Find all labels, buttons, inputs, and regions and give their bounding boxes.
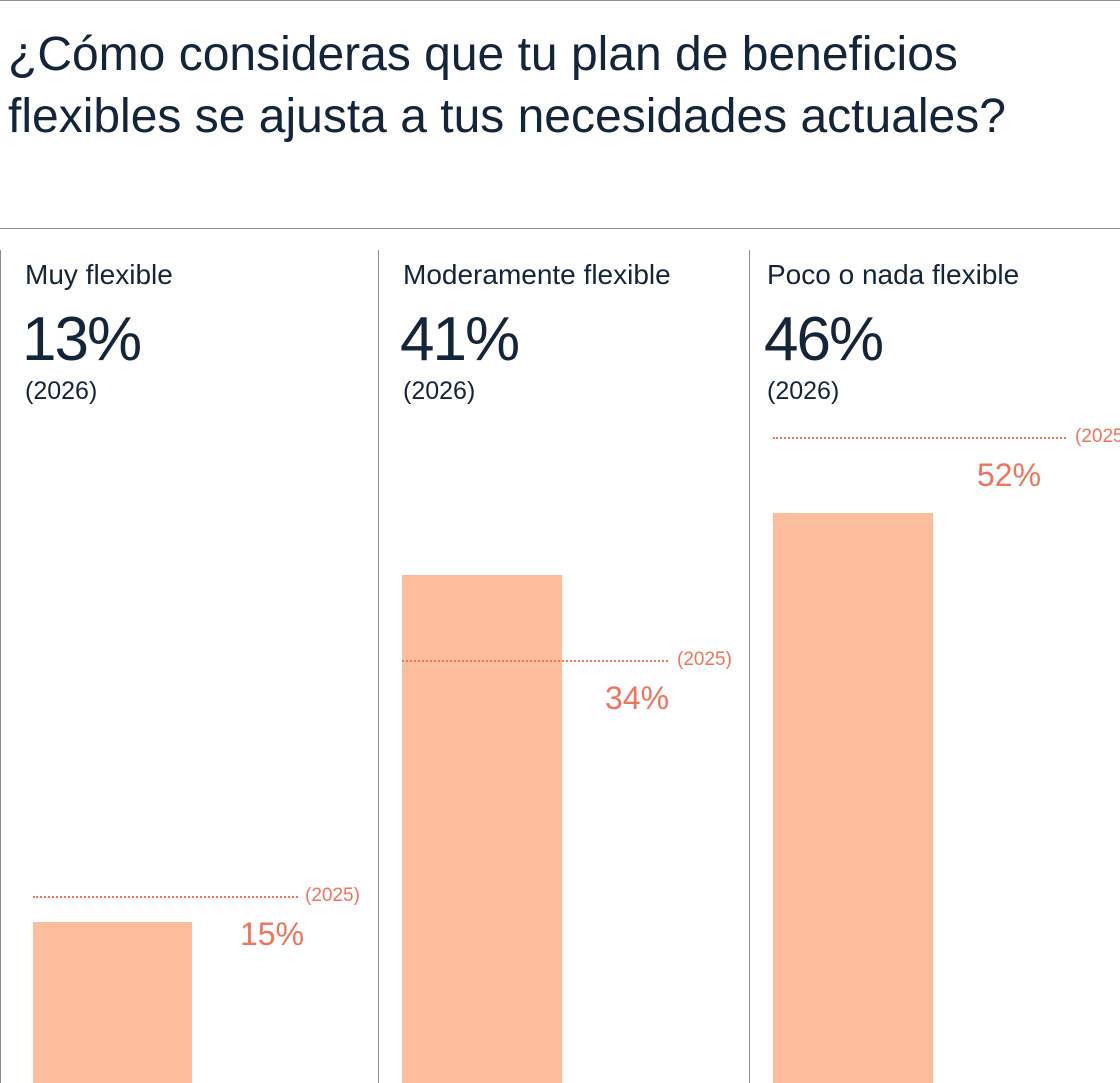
value-label-2026: 41% <box>400 305 520 374</box>
year-label-2026: (2026) <box>767 377 840 405</box>
top-rule <box>0 0 1120 1</box>
reference-year-label: (2025) <box>305 885 360 906</box>
year-label-2026: (2026) <box>403 377 476 405</box>
column-divider <box>749 250 750 1083</box>
value-label-2026: 13% <box>22 305 142 374</box>
column-divider <box>0 250 1 1083</box>
bar-2026 <box>33 921 192 1083</box>
value-label-2026: 46% <box>764 305 884 374</box>
reference-year-label: (2025) <box>677 649 732 671</box>
reference-value-label: 52% <box>977 457 1042 494</box>
reference-line-2025 <box>773 437 1066 440</box>
bar-2026 <box>402 574 562 1083</box>
bar-2026 <box>773 512 933 1083</box>
reference-value-label: 34% <box>605 680 670 717</box>
reference-line-2025 <box>33 896 298 898</box>
year-label-2026: (2026) <box>25 377 98 405</box>
category-label: Moderamente flexible <box>403 259 671 290</box>
chart-title: ¿Cómo consideras que tu plan de benefici… <box>8 28 1006 143</box>
reference-value-label: 15% <box>240 916 305 952</box>
category-label: Muy flexible <box>25 259 173 290</box>
column-divider <box>378 250 379 1083</box>
reference-year-label: (2025) <box>1075 426 1120 448</box>
reference-line-2025 <box>402 660 668 663</box>
title-rule <box>0 228 1120 229</box>
category-label: Poco o nada flexible <box>767 259 1020 290</box>
